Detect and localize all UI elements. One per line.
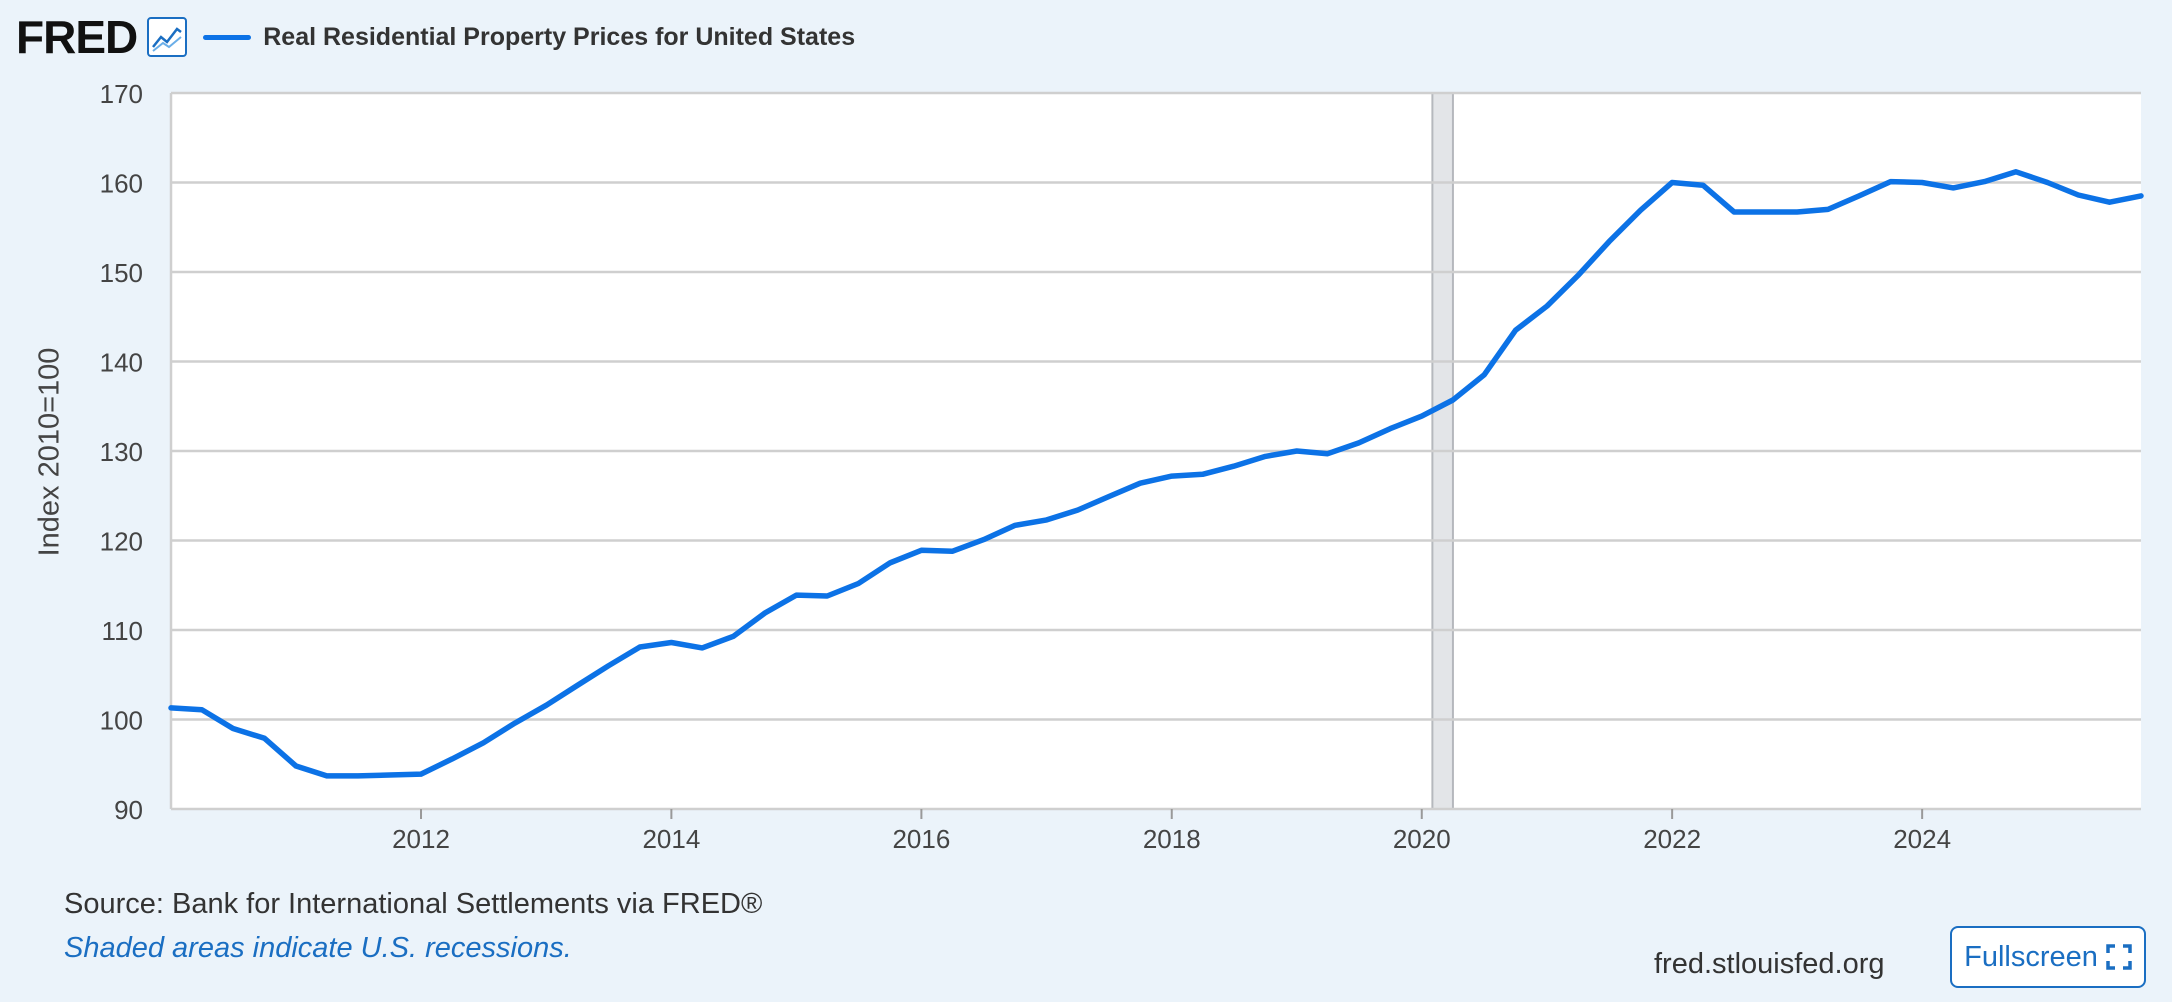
y-tick-label: 120 [100, 527, 143, 557]
legend-label[interactable]: Real Residential Property Prices for Uni… [263, 22, 856, 51]
y-axis-label: Index 2010=100 [33, 347, 66, 557]
y-tick-label: 160 [100, 169, 143, 199]
x-tick-label: 2016 [892, 824, 950, 854]
y-tick-label: 110 [102, 616, 143, 646]
y-tick-label: 150 [100, 258, 143, 288]
x-tick-label: 2024 [1893, 824, 1951, 854]
series-layer [168, 169, 2144, 779]
y-tick-label: 140 [100, 348, 143, 378]
recession-note: Shaded areas indicate U.S. recessions. [64, 932, 572, 964]
series-line [168, 169, 2144, 779]
fullscreen-button[interactable]: Fullscreen [1950, 926, 2146, 988]
y-tick-label: 130 [100, 437, 143, 467]
y-tick-label: 170 [100, 79, 143, 109]
graph-icon[interactable] [147, 17, 188, 57]
source-note: Source: Bank for International Settlemen… [64, 888, 763, 920]
y-tick-label: 90 [114, 795, 143, 825]
fullscreen-label: Fullscreen [1964, 940, 2098, 973]
x-tick-label: 2014 [642, 824, 700, 854]
x-tick-label: 2018 [1143, 824, 1201, 854]
legend-swatch [203, 34, 252, 40]
site-url[interactable]: fred.stlouisfed.org [1654, 948, 1885, 980]
grid-layer [169, 91, 2141, 811]
legend: Real Residential Property Prices for Uni… [203, 23, 855, 52]
fullscreen-icon [2106, 944, 2132, 970]
x-tick-label: 2022 [1643, 824, 1701, 854]
x-tick-label: 2012 [392, 824, 450, 854]
x-tick-label: 2020 [1393, 824, 1451, 854]
y-axis: 90 100 110 120 130 140 150 160 170 [100, 79, 143, 825]
chart-header: FRED Real Residential Property Prices fo… [16, 12, 855, 62]
fred-logo[interactable]: FRED [16, 11, 138, 63]
y-tick-label: 100 [100, 706, 143, 736]
x-axis: 2012 2014 2016 2018 2020 2022 2024 [392, 809, 1951, 854]
